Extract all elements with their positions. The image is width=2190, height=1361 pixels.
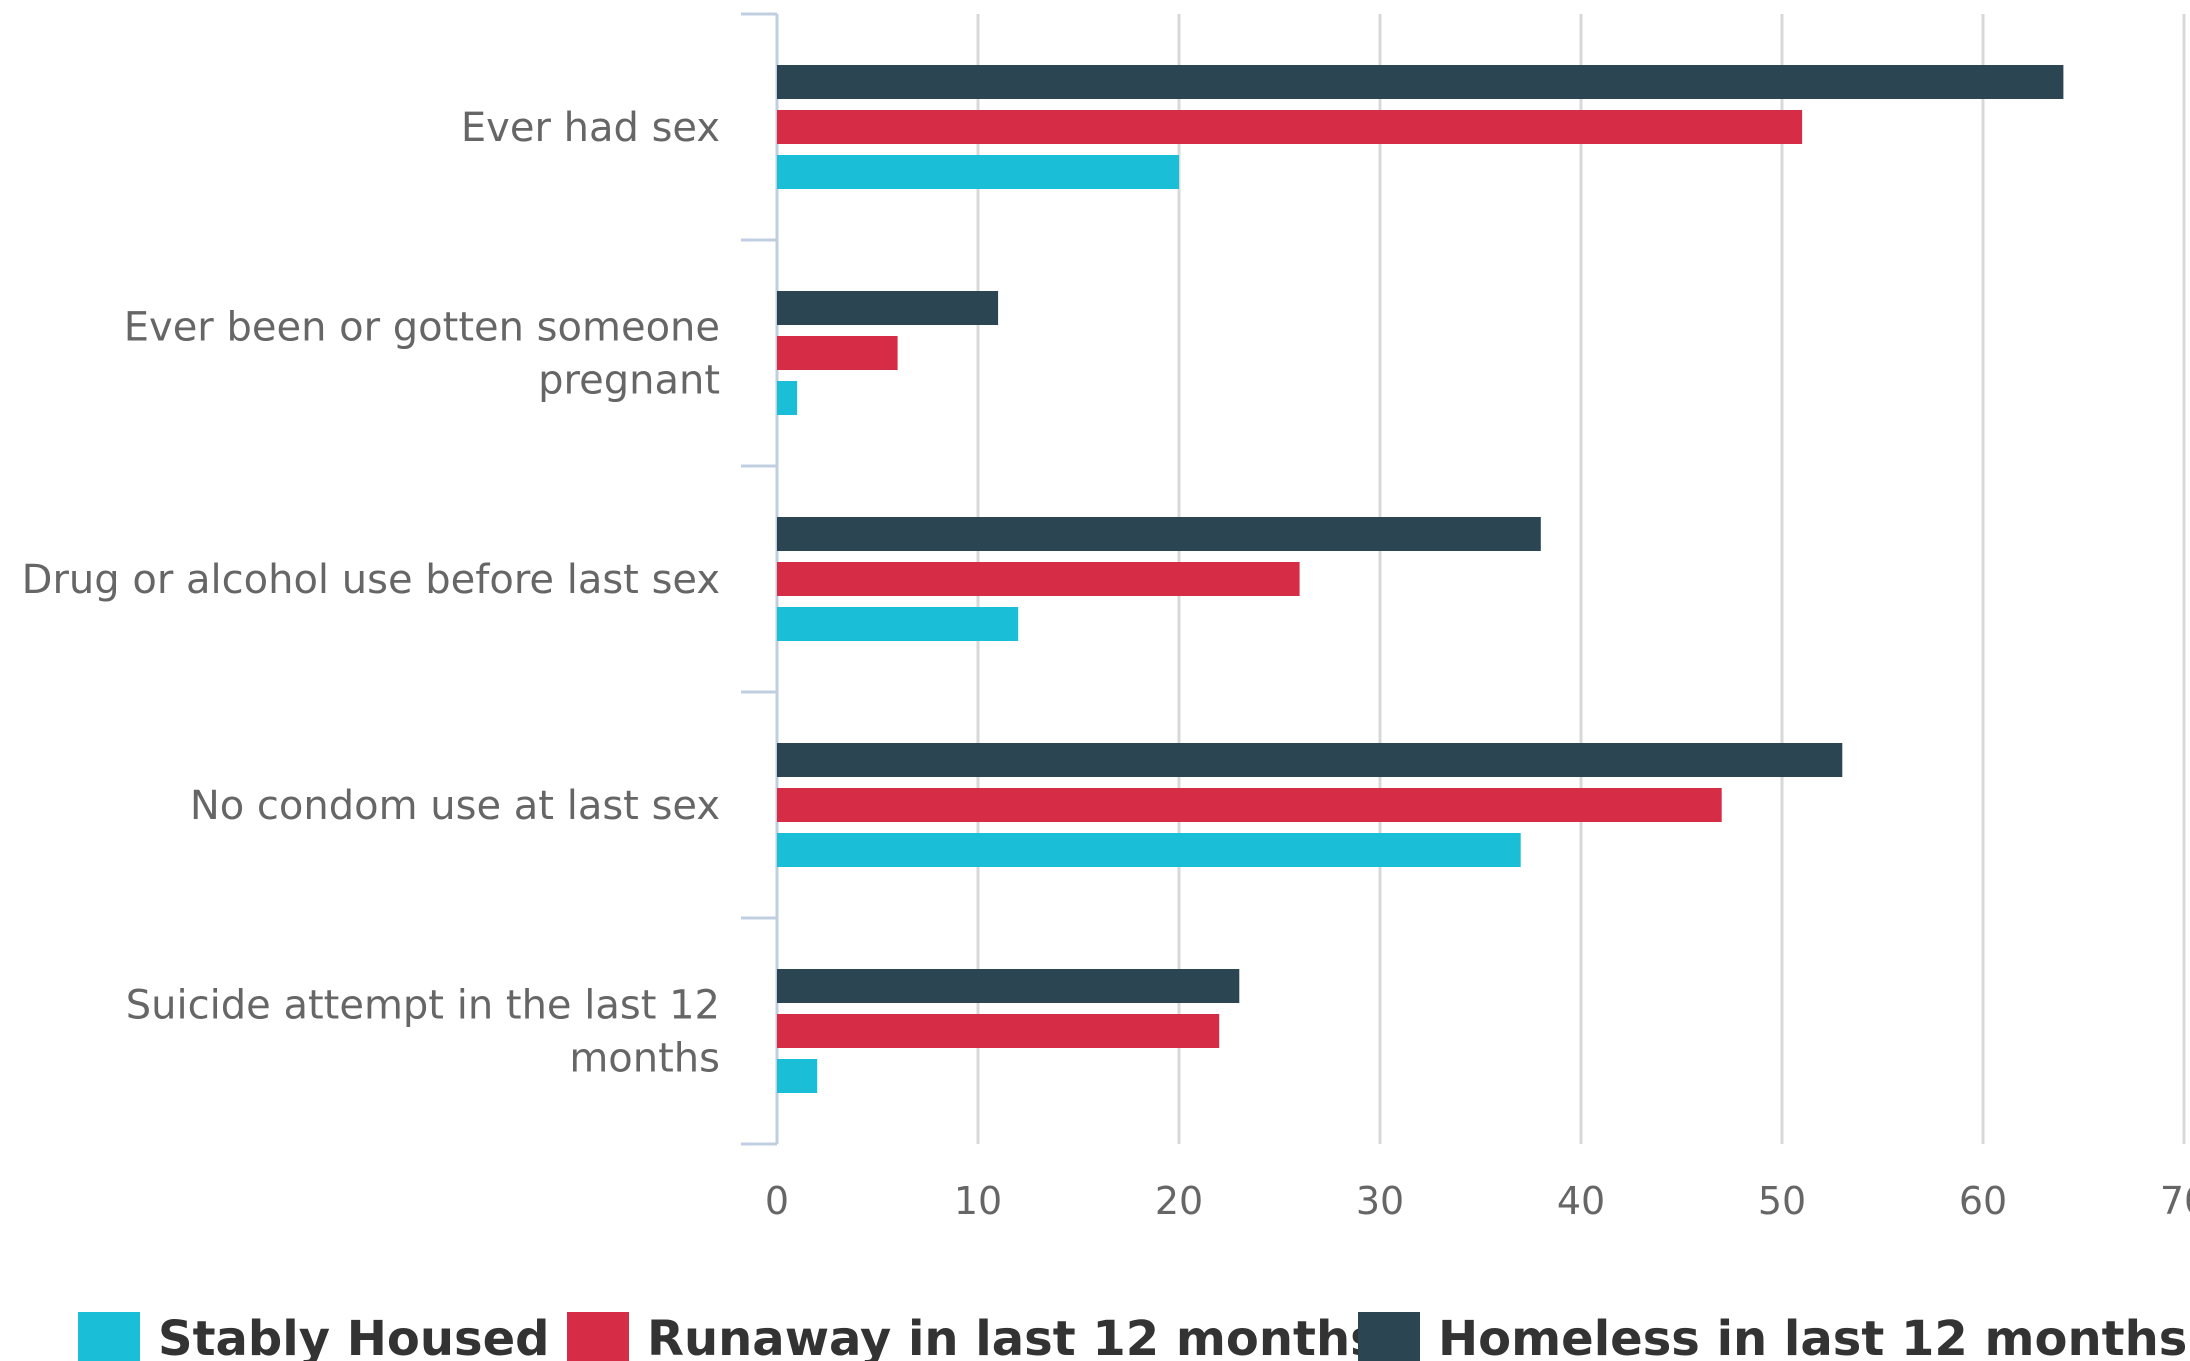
- bar[interactable]: [777, 969, 1240, 1003]
- category-label: Ever had sex: [461, 105, 720, 151]
- gridlines: [976, 14, 2186, 1144]
- bar[interactable]: [777, 1059, 818, 1093]
- x-tick-label: 40: [1557, 1179, 1605, 1223]
- category-label: Suicide attempt in the last 12: [126, 983, 720, 1029]
- bar[interactable]: [777, 336, 898, 370]
- bar[interactable]: [777, 155, 1179, 189]
- legend-label[interactable]: Stably Housed: [158, 1311, 550, 1361]
- legend-label[interactable]: Runaway in last 12 months: [647, 1311, 1379, 1361]
- category-label: Drug or alcohol use before last sex: [22, 557, 720, 603]
- legend-swatch[interactable]: [78, 1312, 140, 1361]
- category-axis: [741, 12, 779, 1146]
- bar[interactable]: [777, 833, 1521, 867]
- category-labels: Ever had sex Ever been or gotten someone p…: [22, 105, 720, 1082]
- category-label: Ever been or gotten someone: [124, 305, 720, 351]
- bar[interactable]: [777, 1014, 1220, 1048]
- bar[interactable]: [777, 788, 1722, 822]
- x-tick-label: 0: [765, 1179, 789, 1223]
- bars: [777, 65, 2064, 1093]
- bar[interactable]: [777, 562, 1300, 596]
- bar[interactable]: [777, 743, 1843, 777]
- bar[interactable]: [777, 517, 1541, 551]
- legend-label[interactable]: Homeless in last 12 months: [1438, 1311, 2187, 1361]
- bar[interactable]: [777, 110, 1803, 144]
- legend-swatch[interactable]: [1358, 1312, 1420, 1361]
- category-label: No condom use at last sex: [190, 783, 720, 829]
- bar[interactable]: [777, 381, 798, 415]
- bar[interactable]: [777, 291, 999, 325]
- x-tick-label: 60: [1959, 1179, 2007, 1223]
- category-label: months: [569, 1036, 720, 1082]
- category-label: pregnant: [538, 358, 720, 404]
- x-tick-label: 50: [1758, 1179, 1806, 1223]
- x-tick-label: 10: [954, 1179, 1002, 1223]
- bar[interactable]: [777, 607, 1019, 641]
- x-tick-label: 20: [1155, 1179, 1203, 1223]
- x-tick-label: 30: [1356, 1179, 1404, 1223]
- value-tick-labels: 0 10 20 30 40 50 60 70: [765, 1179, 2190, 1223]
- bar[interactable]: [777, 65, 2064, 99]
- x-tick-label: 70: [2160, 1179, 2190, 1223]
- legend[interactable]: Stably Housed Runaway in last 12 months Ho…: [78, 1311, 2187, 1361]
- legend-swatch[interactable]: [567, 1312, 629, 1361]
